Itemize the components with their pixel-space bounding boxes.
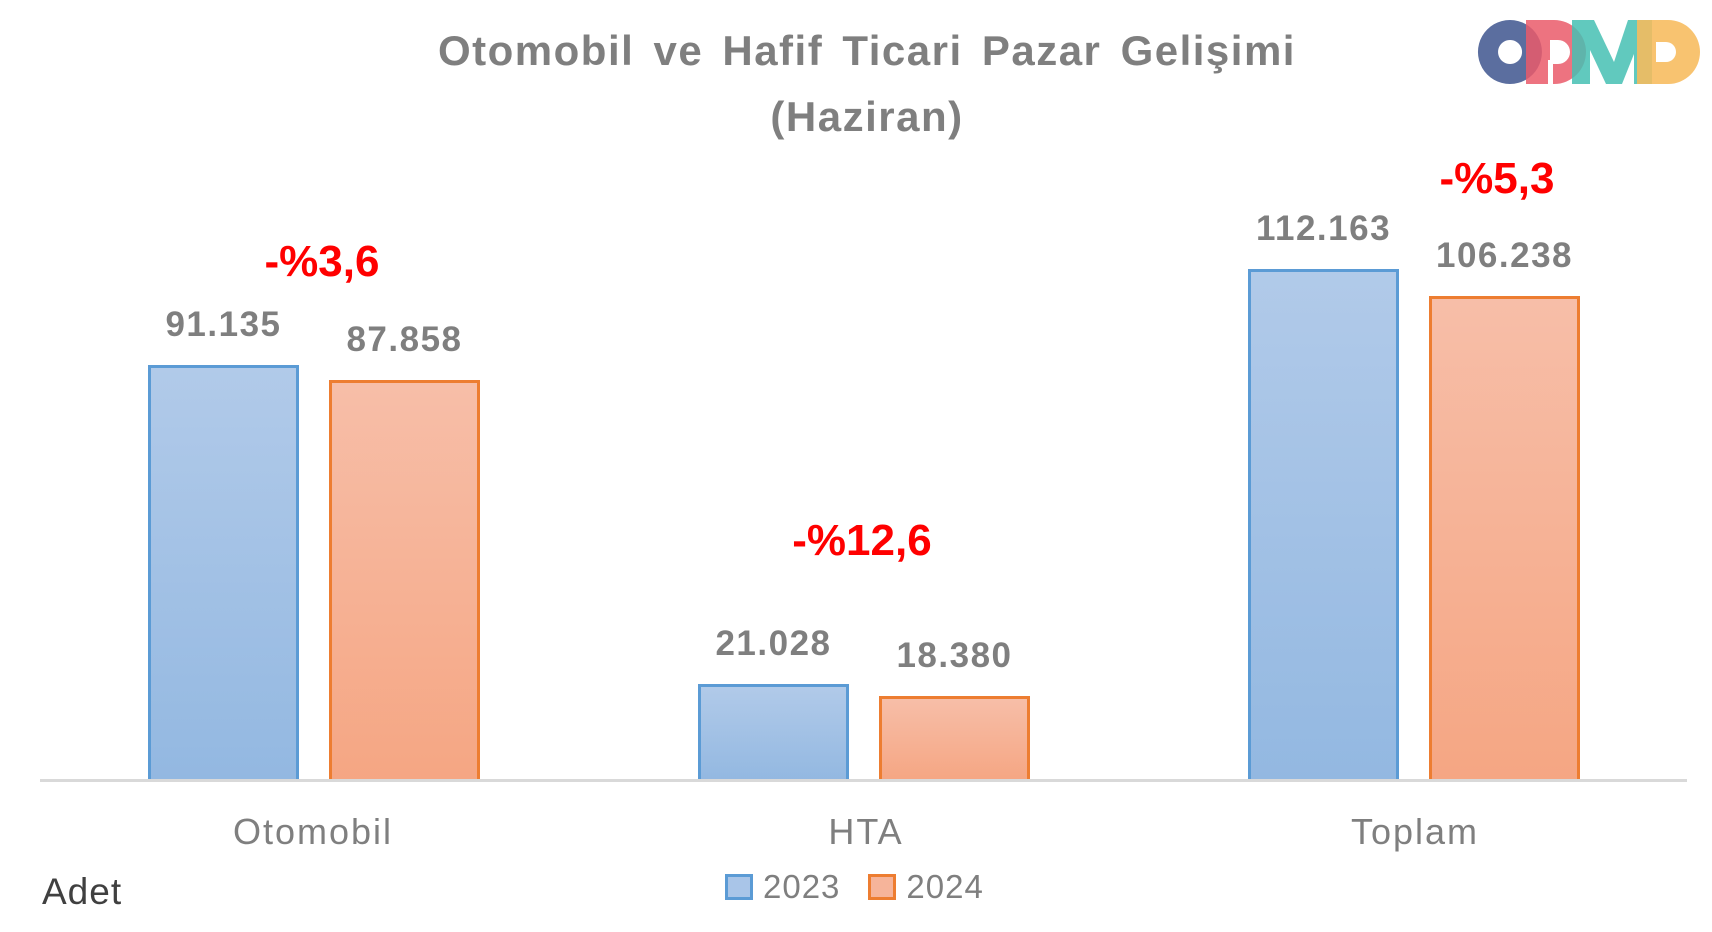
- value-label-hta-2023: 21.028: [715, 624, 832, 663]
- value-label-otomobil-2024: 87.858: [346, 320, 463, 359]
- chart-subtitle: (Haziran): [770, 93, 964, 140]
- category-label-hta: HTA: [828, 811, 904, 852]
- change-annotation-otomobil: -%3,6: [264, 237, 380, 286]
- value-label-toplam-2023: 112.163: [1255, 209, 1392, 248]
- bar-otomobil-2024: [329, 380, 480, 780]
- x-axis-line: [40, 779, 1687, 782]
- bar-otomobil-2023: [148, 365, 299, 780]
- legend-swatch-2024-icon: [868, 874, 897, 900]
- value-label-toplam-2024: 106.238: [1435, 236, 1574, 275]
- category-label-toplam: Toplam: [1350, 811, 1480, 852]
- change-annotation-toplam: -%5,3: [1439, 154, 1555, 203]
- bar-hta-2024: [879, 696, 1030, 780]
- logo-letter-m-icon: [1572, 20, 1652, 84]
- odmd-logo: [1477, 20, 1700, 84]
- bar-hta-2023: [698, 684, 849, 780]
- value-label-hta-2024: 18.380: [896, 636, 1013, 675]
- logo-letter-o-icon: [1477, 20, 1542, 84]
- chart-title: Otomobil ve Hafif Ticari Pazar Gelişimi: [438, 27, 1296, 74]
- logo-letter-d-icon: [1526, 20, 1586, 84]
- legend-item-2024[interactable]: 2024: [868, 870, 983, 904]
- legend-label-2024: 2024: [906, 868, 984, 905]
- bar-toplam-2024: [1429, 296, 1580, 780]
- unit-label: Adet: [42, 871, 123, 912]
- category-label-otomobil: Otomobil: [232, 811, 394, 852]
- logo-letter-d-icon: [1637, 20, 1700, 84]
- value-label-otomobil-2023: 91.135: [165, 305, 282, 344]
- legend-item-2023[interactable]: 2023: [725, 870, 840, 904]
- legend: 2023 2024: [725, 870, 1012, 904]
- legend-label-2023: 2023: [763, 868, 841, 905]
- legend-swatch-2023-icon: [725, 874, 753, 900]
- change-annotation-hta: -%12,6: [792, 516, 932, 565]
- bar-toplam-2023: [1248, 269, 1399, 780]
